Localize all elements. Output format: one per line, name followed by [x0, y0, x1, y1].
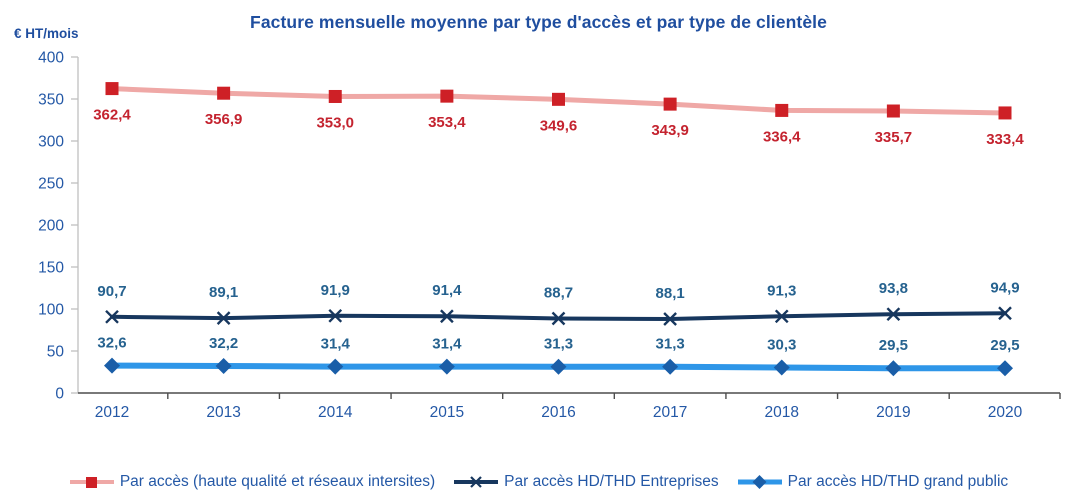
- x-tick-label: 2012: [95, 404, 129, 421]
- x-tick-label: 2013: [206, 404, 240, 421]
- data-point-marker: [217, 86, 231, 100]
- x-tick-label: 2015: [430, 404, 464, 421]
- data-point-marker: [997, 360, 1013, 377]
- data-point-marker: [663, 97, 677, 111]
- data-label: 343,9: [651, 122, 689, 139]
- data-label: 88,1: [656, 285, 685, 302]
- data-point-marker: [663, 312, 677, 326]
- data-label: 333,4: [986, 131, 1024, 148]
- data-point-marker: [105, 82, 119, 96]
- data-label: 94,9: [990, 279, 1019, 296]
- data-point-marker: [216, 311, 231, 326]
- legend-item-haute-qualite: Par accès (haute qualité et réseaux inte…: [69, 473, 435, 491]
- chart-title: Facture mensuelle moyenne par type d'acc…: [250, 12, 827, 32]
- data-point-marker: [885, 360, 902, 377]
- legend-marker-square: [85, 477, 97, 488]
- data-label: 353,0: [316, 114, 354, 131]
- data-label: 362,4: [93, 107, 131, 124]
- data-point-marker: [440, 309, 454, 324]
- data-point-marker: [550, 358, 567, 375]
- data-label: 29,5: [990, 337, 1019, 354]
- data-point-marker: [662, 358, 679, 375]
- data-label: 356,9: [205, 111, 243, 128]
- legend-item-hdthd-grand-public: Par accès HD/THD grand public: [737, 473, 1009, 491]
- legend-label: Par accès (haute qualité et réseaux inte…: [119, 473, 436, 490]
- legend-label: Par accès HD/THD Entreprises: [504, 473, 719, 490]
- data-label: 89,1: [209, 284, 238, 301]
- data-label: 335,7: [875, 129, 913, 146]
- data-point-marker: [886, 104, 900, 118]
- y-tick-label: 300: [38, 134, 64, 151]
- legend-swatch-diamond-icon: [737, 475, 782, 489]
- legend-marker-diamond: [752, 475, 767, 489]
- data-point-marker: [327, 358, 344, 375]
- data-point-marker: [775, 103, 789, 117]
- data-label: 93,8: [879, 280, 908, 297]
- data-label: 31,3: [544, 336, 573, 353]
- data-label: 90,7: [97, 283, 126, 300]
- data-point-marker: [551, 311, 566, 326]
- data-point-marker: [105, 309, 119, 324]
- data-point-marker: [886, 307, 901, 322]
- x-tick-label: 2019: [876, 404, 910, 421]
- y-tick-label: 250: [38, 176, 64, 193]
- data-label: 336,4: [763, 128, 801, 145]
- data-point-marker: [215, 357, 232, 374]
- data-point-marker: [774, 309, 789, 324]
- data-label: 353,4: [428, 114, 466, 131]
- plot-area: 0 50 100 150 200 250 300 350 400 2012 2013 2014 2015…: [38, 50, 1061, 421]
- data-label: 88,7: [544, 284, 573, 301]
- y-tick-label: 400: [38, 50, 64, 67]
- data-point-marker: [998, 106, 1012, 120]
- y-tick-label: 0: [55, 386, 64, 403]
- data-label: 32,6: [97, 335, 126, 352]
- legend-swatch-x-icon: [454, 476, 499, 488]
- x-tick-label: 2018: [765, 404, 799, 421]
- data-point-marker: [328, 308, 343, 323]
- data-point-marker: [438, 358, 455, 375]
- y-tick-label: 100: [38, 302, 64, 319]
- y-tick-label: 350: [38, 92, 64, 109]
- data-label: 29,5: [879, 337, 908, 354]
- data-label: 32,2: [209, 335, 238, 352]
- legend-marker-x: [470, 476, 482, 488]
- data-label: 91,4: [432, 282, 462, 299]
- data-point-marker: [773, 359, 790, 376]
- data-label: 31,4: [432, 336, 462, 353]
- data-label: 91,3: [767, 282, 796, 299]
- data-point-marker: [104, 357, 120, 374]
- data-label: 91,9: [321, 282, 350, 299]
- x-tick-label: 2016: [541, 404, 575, 421]
- data-label: 31,4: [321, 336, 351, 353]
- data-label: 31,3: [656, 336, 685, 353]
- data-point-marker: [552, 92, 565, 106]
- x-tick-label: 2020: [988, 404, 1023, 421]
- legend-label: Par accès HD/THD grand public: [787, 473, 1009, 490]
- legend: Par accès (haute qualité et réseaux inte…: [0, 473, 1077, 491]
- y-axis-unit-label: € HT/mois: [14, 26, 79, 41]
- y-tick-label: 150: [38, 260, 64, 277]
- x-tick-label: 2014: [318, 404, 353, 421]
- data-point-marker: [998, 306, 1012, 321]
- x-tick-label: 2017: [653, 404, 687, 421]
- y-tick-label: 200: [38, 218, 64, 235]
- data-point-marker: [328, 89, 342, 103]
- y-tick-label: 50: [47, 344, 65, 361]
- data-point-marker: [440, 89, 454, 103]
- data-label: 30,3: [767, 337, 796, 354]
- legend-item-hdthd-entreprises: Par accès HD/THD Entreprises: [453, 473, 719, 491]
- legend-swatch-square-icon: [69, 477, 114, 488]
- data-label: 349,6: [540, 117, 578, 134]
